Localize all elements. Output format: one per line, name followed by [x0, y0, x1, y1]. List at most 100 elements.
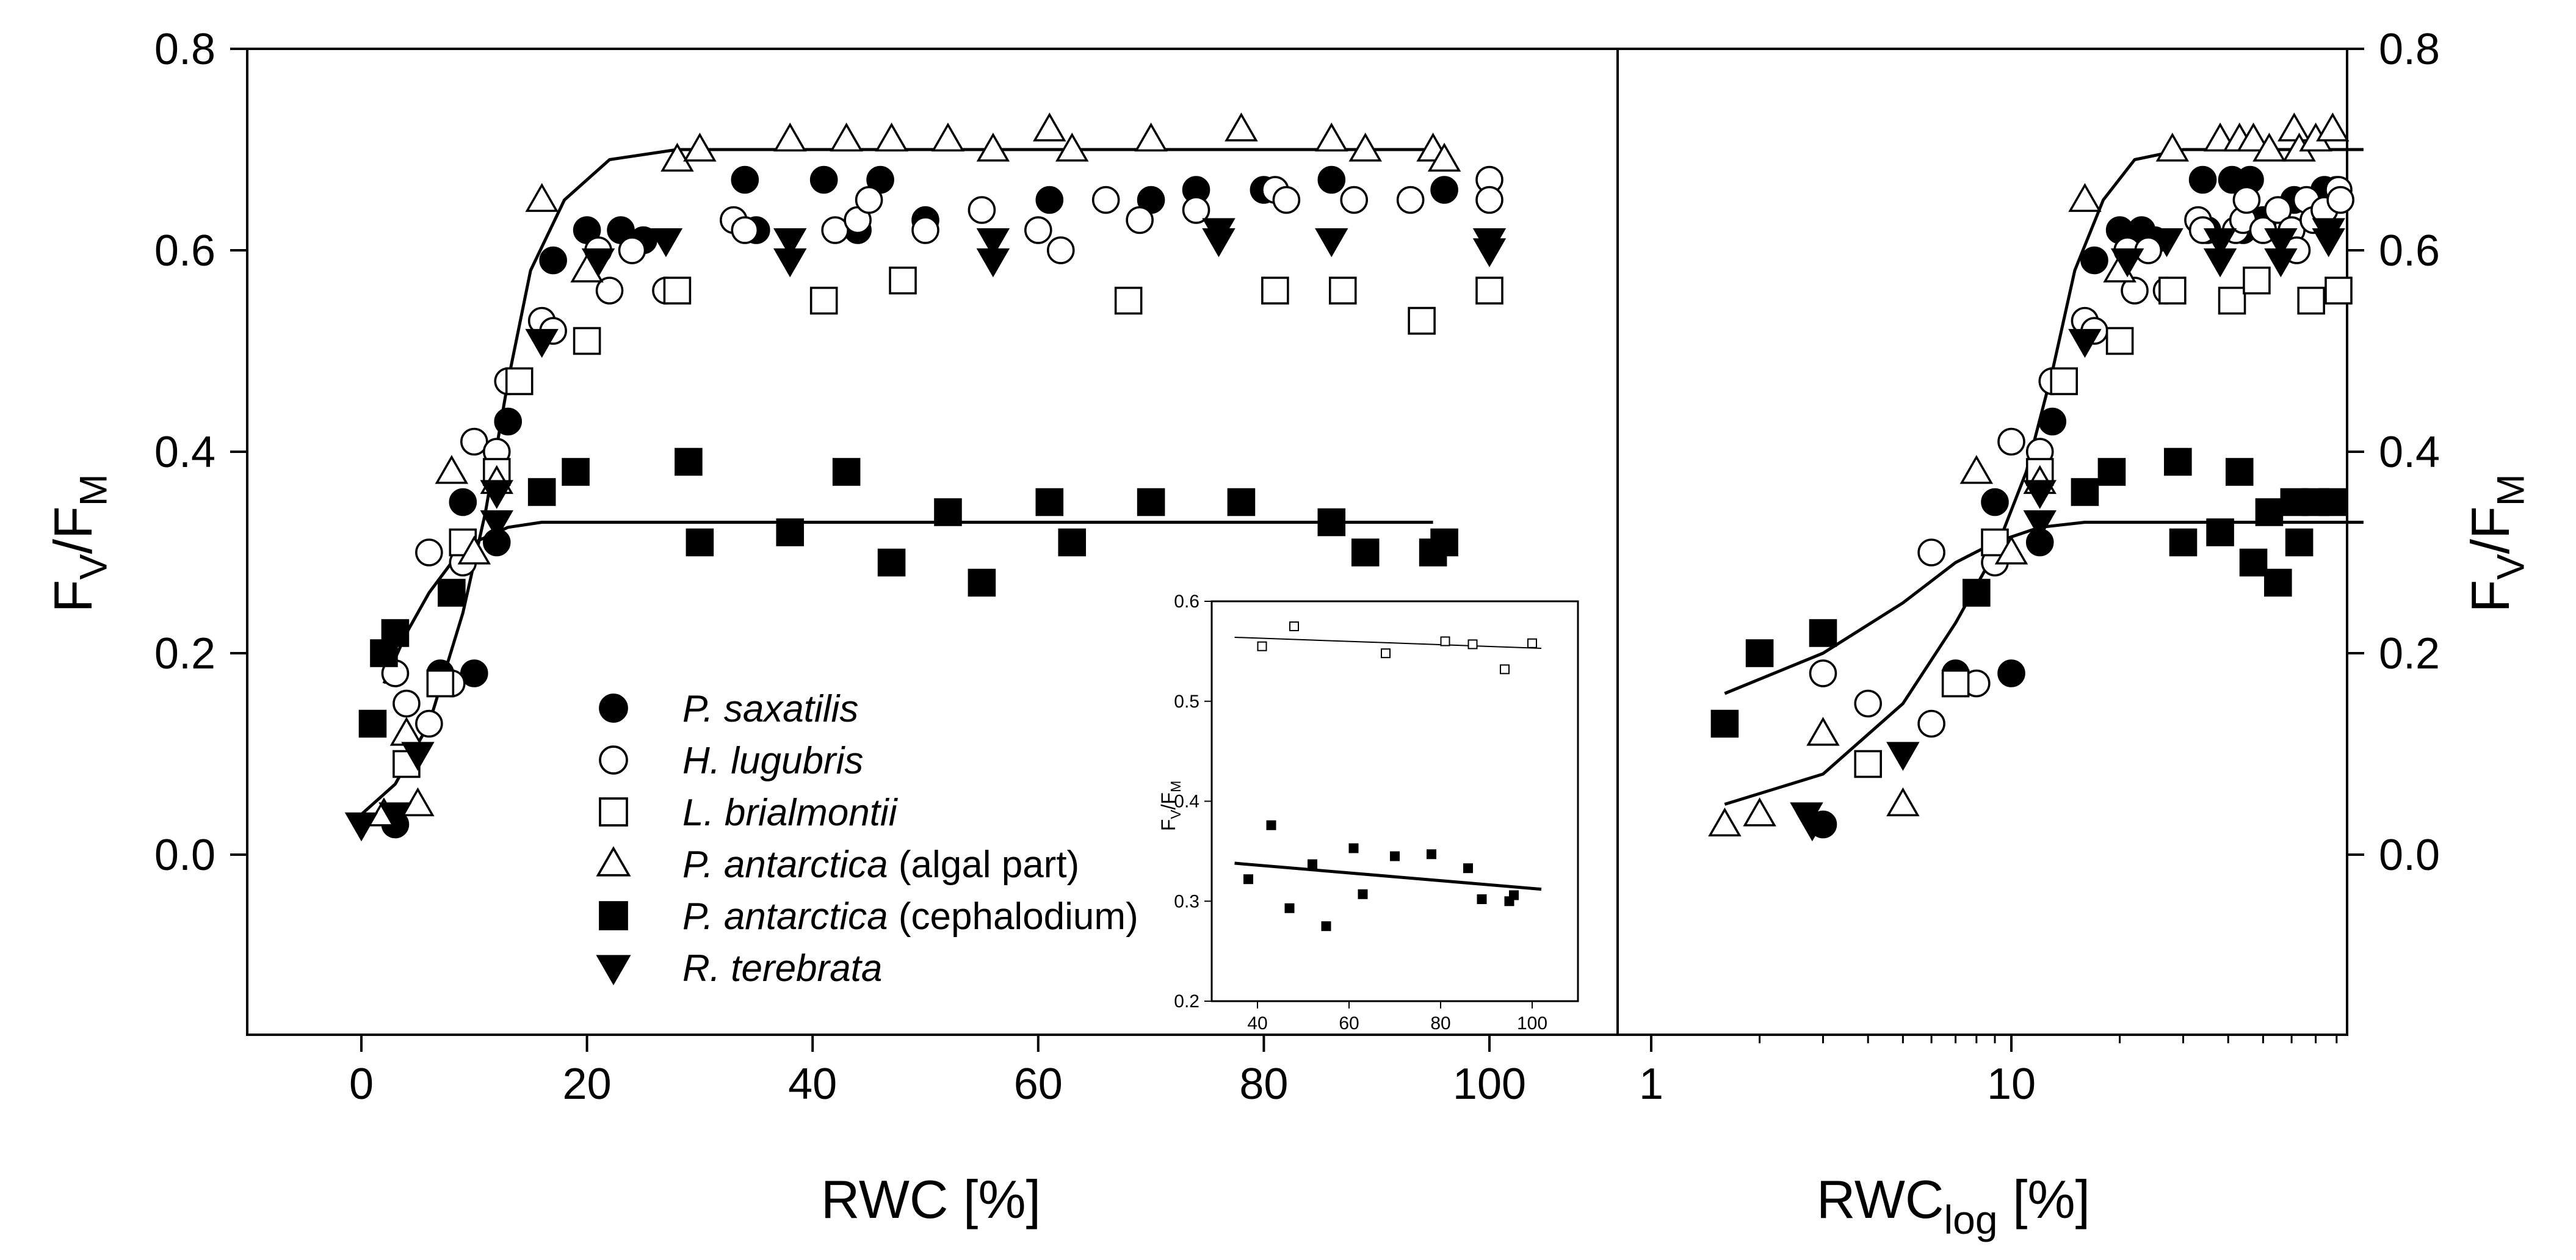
data-point-h-lugubris [1475, 186, 1503, 214]
data-point-p-antarctica-cephalodium [1227, 488, 1256, 516]
data-point-r-terebrata [2203, 228, 2237, 258]
data-point-p-saxatilis [460, 659, 488, 687]
data-point-p-antarctica-algal-part [2278, 112, 2311, 142]
data-point-l-brialmontii [2158, 277, 2187, 305]
data-point-l-brialmontii [1328, 277, 1357, 305]
data-point-r-terebrata [1202, 228, 1236, 258]
data-point-p-saxatilis [494, 407, 523, 436]
data-point-p-antarctica-algal-part [660, 142, 694, 172]
data-point-p-antarctica-cephalodium [2097, 458, 2126, 486]
data-point-p-antarctica-algal-part [1959, 455, 1994, 484]
data-point-p-antarctica-cephalodium [2071, 478, 2099, 506]
inset-y-tick-label: 0.2 [1174, 991, 1199, 1012]
data-point-p-antarctica-algal-part [1886, 787, 1920, 817]
data-point-r-terebrata [2264, 228, 2298, 258]
data-point-h-lugubris [1182, 196, 1210, 224]
legend-label-r-terebrata: R. terebrata [682, 947, 882, 990]
legend-label-h-lugubris: H. lugubris [682, 740, 863, 782]
inset-data-point-p-antarctica-cephalodium [1358, 889, 1368, 899]
data-point-p-antarctica-cephalodium [968, 568, 996, 597]
y-tick-label-left: 0.8 [154, 25, 215, 74]
inset-y-tick-label: 0.5 [1174, 692, 1199, 712]
data-point-p-antarctica-cephalodium [2239, 548, 2268, 577]
data-point-l-brialmontii [1114, 286, 1143, 315]
data-point-h-lugubris [415, 709, 443, 738]
data-point-p-antarctica-cephalodium [2318, 488, 2347, 516]
data-point-l-brialmontii [505, 367, 534, 396]
inset-frame [1210, 600, 1579, 1002]
data-point-h-lugubris [821, 216, 849, 244]
inset-data-point-p-antarctica-cephalodium [1390, 851, 1400, 861]
data-point-p-antarctica-algal-part [976, 132, 1010, 162]
data-point-p-antarctica-cephalodium [2255, 498, 2284, 526]
data-point-p-antarctica-algal-part [773, 122, 807, 152]
legend-label-l-brialmontii: L. brialmontii [682, 792, 899, 834]
series-r-terebrata [1790, 218, 2345, 842]
data-point-r-terebrata [1795, 812, 1829, 842]
legend-marker [596, 845, 631, 877]
data-point-p-saxatilis [2080, 246, 2108, 275]
data-point-p-antarctica-algal-part [1427, 142, 1461, 172]
fit-line-fit-lower-cephalodium [382, 521, 1433, 684]
data-point-l-brialmontii [1475, 277, 1503, 305]
x-tick-label-right: 1 [1639, 1060, 1663, 1109]
data-point-h-lugubris [1272, 186, 1301, 214]
data-point-r-terebrata [1472, 238, 1507, 267]
data-point-l-brialmontii [2105, 327, 2134, 355]
data-point-r-terebrata [2312, 228, 2345, 258]
data-point-h-lugubris [911, 216, 939, 244]
data-point-r-terebrata [525, 328, 559, 358]
data-point-h-lugubris [595, 277, 624, 305]
inset-data-point-l-brialmontii [1257, 641, 1267, 651]
inset-data-point-p-antarctica-cephalodium [1427, 849, 1436, 860]
data-point-p-antarctica-cephalodium [1430, 528, 1458, 557]
data-point-p-antarctica-algal-part [2252, 132, 2286, 162]
legend-label-p-antarctica-algal-part: P. antarctica (algal part) [682, 844, 1079, 886]
data-point-p-saxatilis [2188, 165, 2217, 194]
data-point-l-brialmontii [426, 669, 455, 698]
inset-data-point-p-antarctica-cephalodium [1463, 863, 1473, 874]
data-point-r-terebrata [581, 248, 615, 278]
legend-label-p-antarctica-cephalodium: P. antarctica (cephalodium) [682, 896, 1138, 938]
data-point-p-antarctica-cephalodium [675, 447, 703, 476]
inset-y-tick-label: 0.6 [1174, 592, 1199, 612]
x-tick-label-left: 60 [1014, 1060, 1063, 1109]
inset-y-tick-label: 0.3 [1174, 891, 1199, 911]
data-point-p-antarctica-cephalodium [2169, 528, 2198, 557]
data-point-p-saxatilis [1317, 165, 1346, 194]
y-tick-label-left: 0.0 [154, 831, 215, 880]
data-point-p-antarctica-cephalodium [2225, 458, 2254, 486]
data-point-l-brialmontii [809, 286, 838, 315]
data-point-r-terebrata [1315, 228, 1348, 258]
data-point-p-antarctica-algal-part [931, 122, 965, 152]
data-point-h-lugubris [968, 196, 996, 224]
inset-data-point-l-brialmontii [1440, 636, 1450, 646]
y-tick-label-left: 0.2 [154, 629, 215, 678]
data-point-p-antarctica-algal-part [1033, 112, 1066, 142]
data-point-p-antarctica-algal-part [1348, 132, 1382, 162]
inset-data-point-l-brialmontii [1527, 638, 1537, 648]
data-point-l-brialmontii [2297, 286, 2325, 315]
inset-data-point-p-antarctica-cephalodium [1321, 921, 1331, 932]
inset-series-l-brialmontii [1257, 621, 1537, 675]
data-point-p-saxatilis [539, 246, 567, 275]
data-point-r-terebrata [773, 248, 807, 278]
data-point-p-antarctica-cephalodium [1035, 488, 1064, 516]
data-point-r-terebrata [2023, 480, 2057, 509]
data-point-r-terebrata [2110, 248, 2144, 278]
legend-marker [599, 797, 628, 827]
data-point-h-lugubris [1997, 427, 2025, 456]
data-point-r-terebrata [1886, 742, 1920, 771]
data-point-p-antarctica-algal-part [2237, 122, 2270, 152]
inset-data-point-p-antarctica-cephalodium [1308, 859, 1317, 869]
data-point-r-terebrata [2068, 328, 2102, 358]
data-point-h-lugubris [2121, 277, 2149, 305]
x-tick-label-left: 80 [1239, 1060, 1288, 1109]
inset-data-point-p-antarctica-cephalodium [1243, 874, 1253, 885]
inset-data-point-l-brialmontii [1500, 664, 1510, 675]
data-point-h-lugubris [1046, 236, 1075, 264]
data-point-p-antarctica-algal-part [401, 787, 435, 817]
inset-x-tick-label: 80 [1430, 1013, 1450, 1034]
data-point-p-antarctica-cephalodium [2264, 568, 2292, 597]
data-point-p-antarctica-algal-part [2155, 132, 2190, 162]
